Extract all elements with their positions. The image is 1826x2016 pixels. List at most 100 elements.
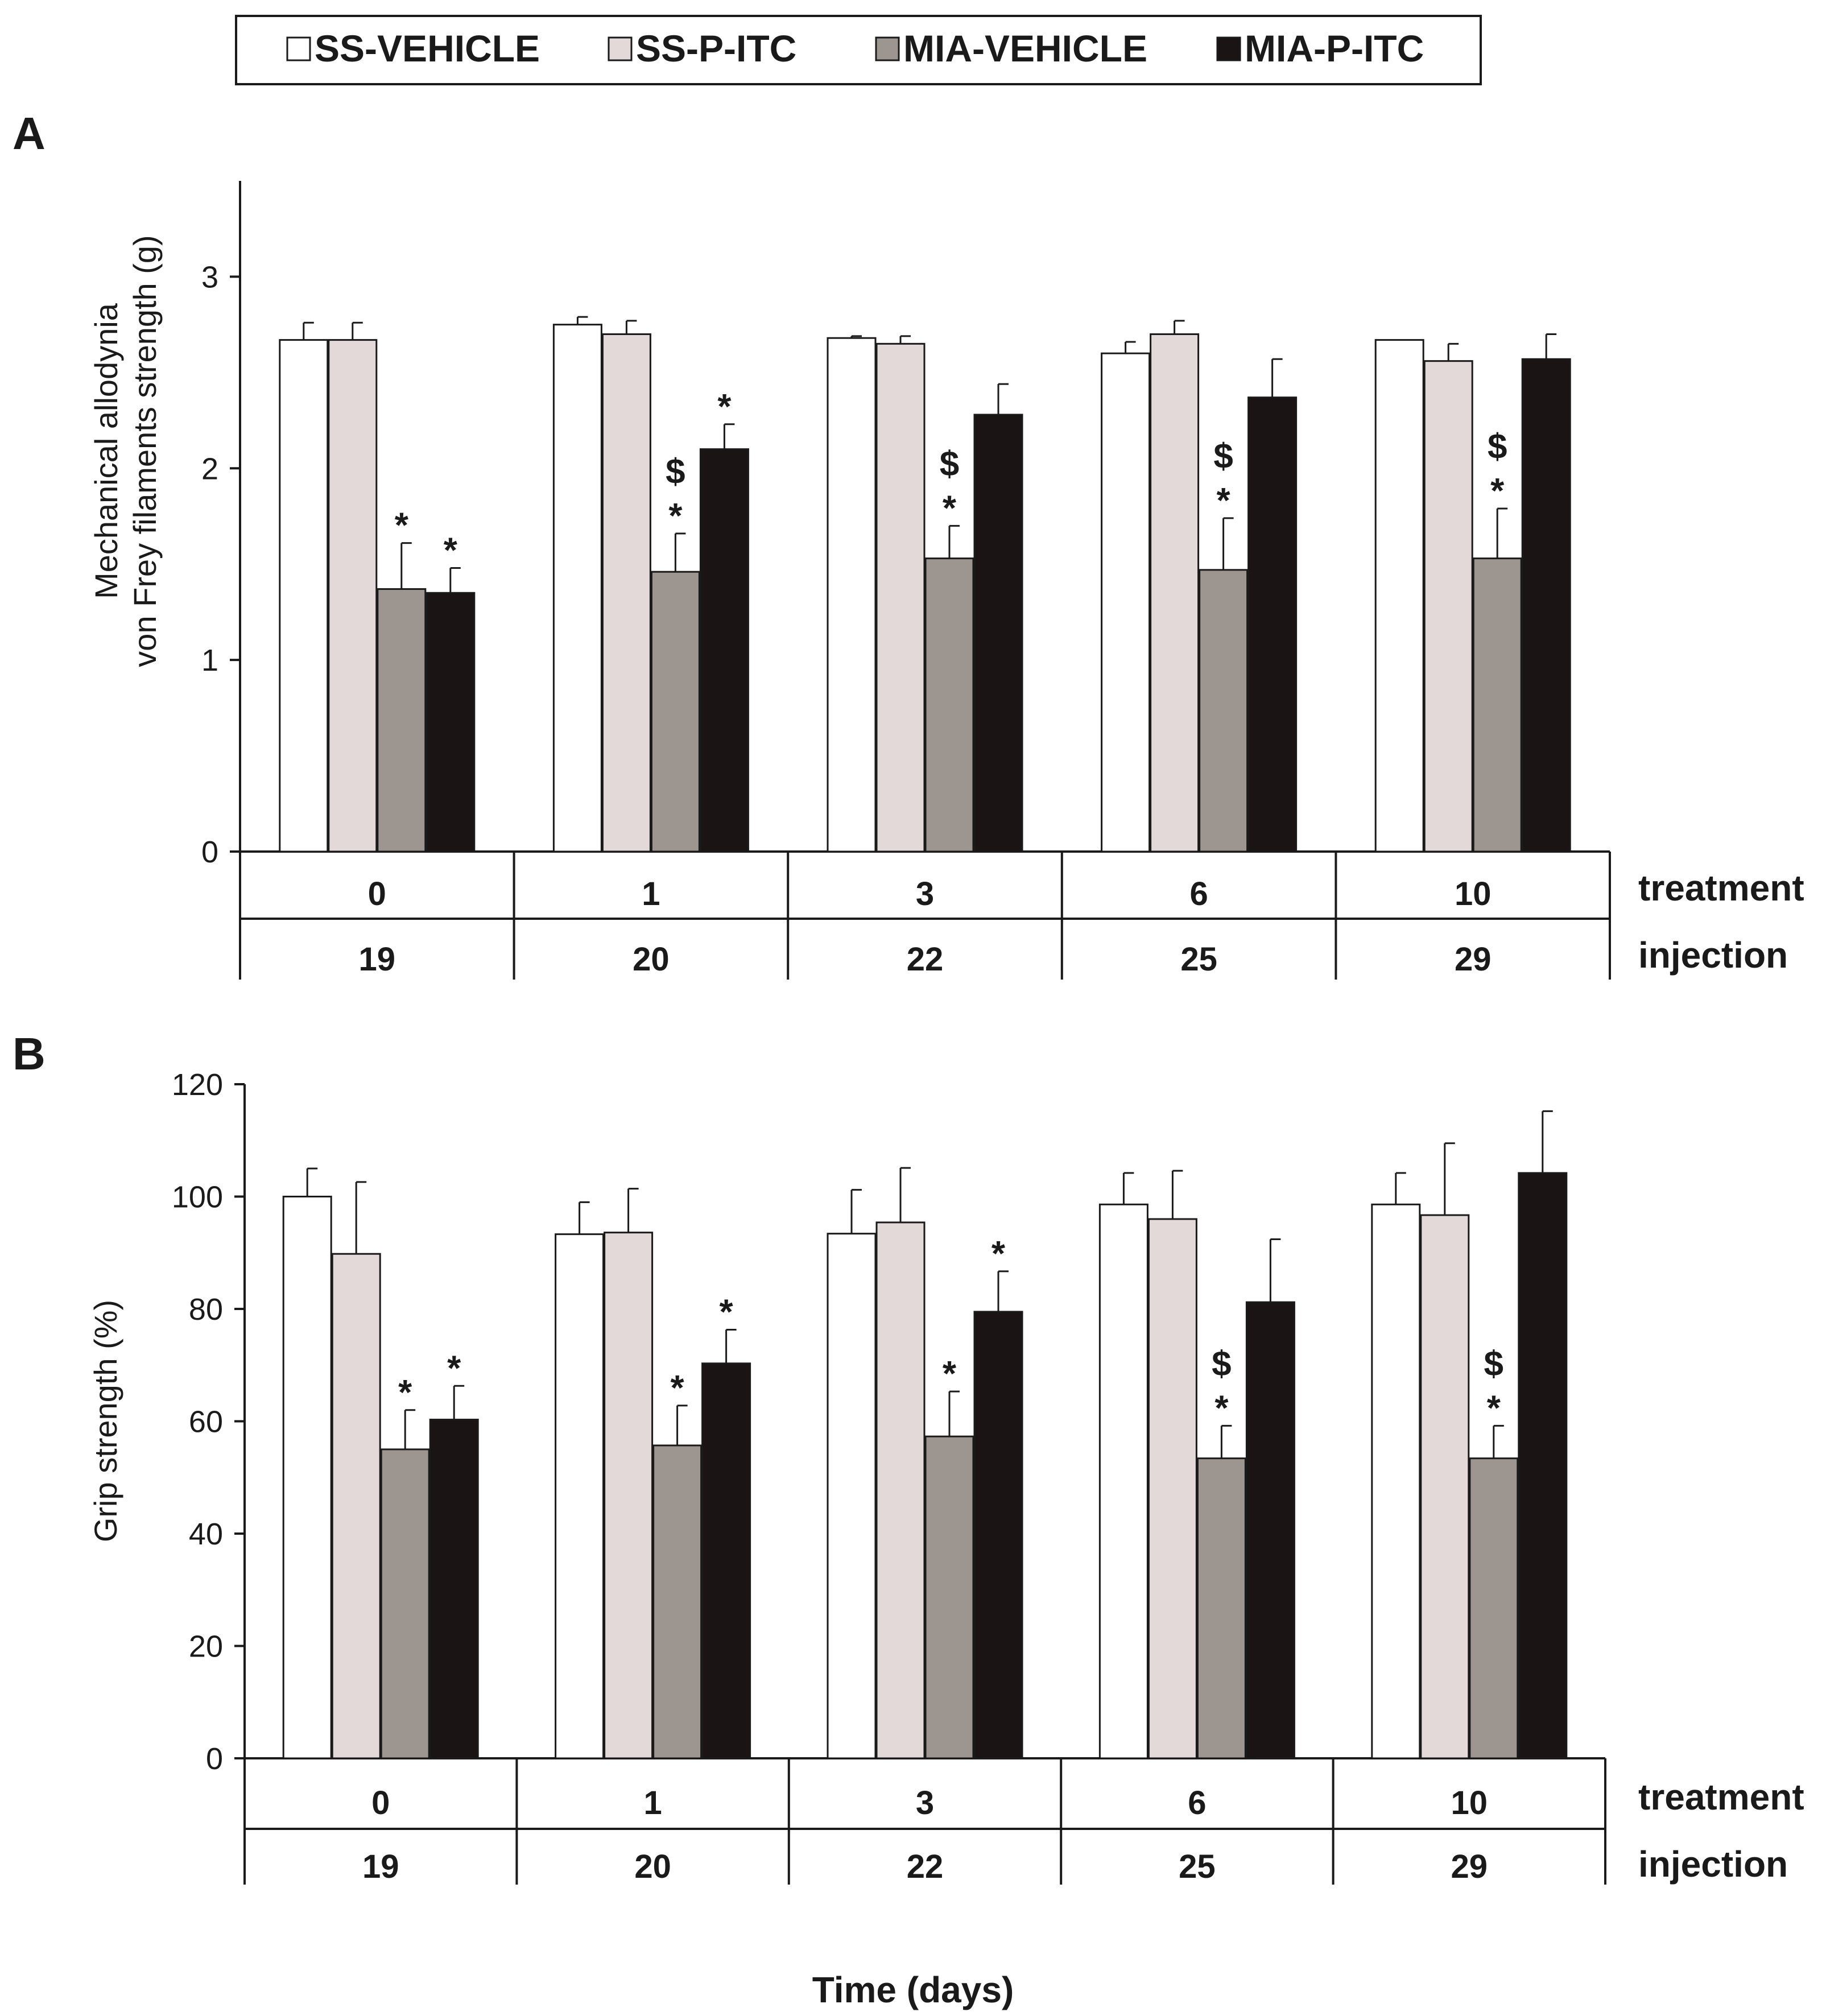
panel-b-significance-asterisk: * bbox=[720, 1293, 734, 1332]
panel-b-bar-mia-p-itc bbox=[429, 1419, 479, 1759]
panel-b-bar-mia-p-itc bbox=[973, 1311, 1023, 1759]
panel-a-bar-mia-p-itc bbox=[1521, 358, 1571, 853]
panel-b-bar-ss-p-itc bbox=[331, 1253, 381, 1759]
panel-b-injection-row-label: injection bbox=[1638, 1844, 1788, 1885]
panel-b-bar-ss-vehicle bbox=[1098, 1203, 1149, 1759]
panel-a-y-axis-title: von Frey filaments strength (g) bbox=[127, 235, 163, 667]
panel-a-y-tick-label: 1 bbox=[201, 643, 218, 677]
panel-a-treatment-row-label: treatment bbox=[1638, 867, 1804, 908]
panel-b-bar-mia-vehicle bbox=[380, 1448, 430, 1759]
legend-swatch-ss-vehicle bbox=[286, 36, 311, 61]
panel-b-treatment-row-label: treatment bbox=[1638, 1777, 1804, 1817]
legend-label-mia-p-itc: MIA-P-ITC bbox=[1245, 27, 1424, 69]
panel-a-significance-dollar: $ bbox=[666, 452, 685, 491]
panel-a-treatment-day-label: 10 bbox=[1455, 875, 1492, 912]
legend-swatch-ss-p-itc bbox=[608, 36, 633, 61]
panel-a-bar-ss-vehicle bbox=[827, 337, 877, 853]
panel-a-bar-mia-vehicle bbox=[1472, 557, 1522, 853]
panel-b-y-tick-label: 40 bbox=[189, 1517, 223, 1551]
panel-a-bar-mia-p-itc bbox=[1247, 396, 1298, 853]
panel-a-significance-asterisk: * bbox=[943, 489, 957, 528]
panel-a-bar-mia-vehicle bbox=[924, 557, 974, 853]
panel-a-significance-dollar: $ bbox=[1213, 437, 1233, 476]
panel-b-significance-asterisk: * bbox=[943, 1354, 957, 1394]
panel-a-bar-mia-vehicle bbox=[650, 571, 700, 853]
legend-swatch-mia-vehicle bbox=[875, 36, 900, 61]
panel-b-bar-ss-vehicle bbox=[1371, 1203, 1421, 1759]
x-axis-title: Time (days) bbox=[812, 1969, 1014, 2010]
panel-a-bar-ss-vehicle bbox=[1101, 352, 1151, 853]
panel-a-treatment-day-label: 6 bbox=[1189, 875, 1208, 912]
panel-b-bar-mia-p-itc bbox=[1245, 1301, 1295, 1759]
panel-b-y-tick-label: 20 bbox=[189, 1630, 223, 1664]
panel-b-bar-ss-p-itc bbox=[875, 1221, 926, 1759]
panel-b-significance-dollar: $ bbox=[1484, 1344, 1503, 1383]
panel-b-treatment-day-label: 6 bbox=[1188, 1784, 1206, 1821]
panel-b-injection-day-label: 25 bbox=[1179, 1848, 1216, 1885]
legend: SS-VEHICLE SS-P-ITC MIA-VEHICLE MIA-P-ITC bbox=[235, 15, 1482, 85]
panel-b-significance-asterisk: * bbox=[398, 1373, 412, 1412]
panel-b-bar-mia-vehicle bbox=[652, 1444, 703, 1759]
panel-a-y-tick-label: 3 bbox=[201, 260, 218, 294]
panel-b-bar-ss-p-itc bbox=[1420, 1214, 1470, 1759]
panel-a-treatment-day-label: 1 bbox=[642, 875, 660, 912]
panel-a-y-tick-label: 2 bbox=[201, 452, 218, 486]
panel-b-injection-day-label: 20 bbox=[634, 1848, 671, 1885]
panel-a-bar-mia-vehicle bbox=[1199, 569, 1249, 853]
panel-a-bar-mia-p-itc bbox=[973, 414, 1023, 853]
panel-b-bar-mia-p-itc bbox=[1518, 1172, 1568, 1759]
panel-a-significance-asterisk: * bbox=[1217, 481, 1231, 520]
panel-a-bar-mia-p-itc bbox=[425, 592, 476, 853]
panel-b-y-tick-label: 100 bbox=[172, 1180, 223, 1214]
panel-b-significance-dollar: $ bbox=[1212, 1344, 1231, 1383]
panel-b-injection-day-label: 22 bbox=[907, 1848, 944, 1885]
panel-b-bar-ss-vehicle bbox=[282, 1196, 332, 1759]
panel-a-bar-ss-p-itc bbox=[875, 342, 926, 853]
panel-b-treatment-day-label: 10 bbox=[1451, 1784, 1488, 1821]
legend-label-mia-vehicle: MIA-VEHICLE bbox=[903, 27, 1147, 69]
panel-a-significance-asterisk: * bbox=[717, 387, 732, 427]
panel-b-treatment-day-label: 1 bbox=[643, 1784, 662, 1821]
panel-a-treatment-day-label: 0 bbox=[368, 875, 386, 912]
panel-a-injection-day-label: 29 bbox=[1455, 941, 1492, 978]
panel-b-significance-asterisk: * bbox=[447, 1349, 461, 1388]
panel-b-y-tick-label: 80 bbox=[189, 1292, 223, 1327]
panel-a-chart: A 0 1 2 3 Mechanical allodynia von Frey filame… bbox=[13, 108, 1804, 980]
panel-b-bar-mia-vehicle bbox=[1196, 1457, 1246, 1759]
panel-a-injection-day-label: 25 bbox=[1180, 941, 1217, 978]
panel-a-bar-ss-p-itc bbox=[1150, 333, 1200, 853]
panel-b-significance-asterisk: * bbox=[1214, 1389, 1229, 1428]
panel-b-injection-day-label: 19 bbox=[362, 1848, 399, 1885]
panel-b-y-tick-label: 0 bbox=[206, 1742, 223, 1776]
panel-a-y-tick-label: 0 bbox=[201, 835, 218, 869]
panel-b-treatment-day-label: 3 bbox=[916, 1784, 934, 1821]
panel-a-injection-day-label: 22 bbox=[907, 941, 944, 978]
panel-a-significance-dollar: $ bbox=[1488, 427, 1507, 466]
panel-a-bar-ss-vehicle bbox=[1374, 339, 1424, 853]
panel-a-y-axis-title: Mechanical allodynia bbox=[88, 303, 124, 599]
panel-b-significance-asterisk: * bbox=[671, 1369, 685, 1408]
panel-a-bar-ss-p-itc bbox=[328, 339, 378, 853]
panel-b-y-axis-title: Grip strength (%) bbox=[88, 1300, 123, 1542]
panel-a-significance-asterisk: * bbox=[1490, 472, 1505, 511]
panel-b-significance-asterisk: * bbox=[992, 1234, 1006, 1274]
panel-b-bar-mia-vehicle bbox=[924, 1435, 974, 1759]
panel-a-bar-ss-vehicle bbox=[552, 324, 602, 853]
panel-a-injection-row-label: injection bbox=[1638, 935, 1788, 976]
panel-b-significance-asterisk: * bbox=[1487, 1389, 1501, 1428]
panel-b-bar-mia-vehicle bbox=[1469, 1457, 1519, 1759]
panel-a-letter: A bbox=[13, 108, 46, 159]
legend-label-ss-vehicle: SS-VEHICLE bbox=[315, 27, 540, 69]
panel-a-bar-ss-vehicle bbox=[279, 339, 329, 853]
panel-b-y-tick-label: 120 bbox=[172, 1068, 223, 1102]
panel-b-bar-ss-vehicle bbox=[827, 1233, 877, 1759]
legend-swatch-mia-p-itc bbox=[1216, 36, 1241, 61]
legend-box bbox=[235, 15, 1482, 85]
panel-a-bar-ss-p-itc bbox=[1423, 360, 1473, 853]
panel-b-letter: B bbox=[13, 1028, 46, 1079]
panel-a-significance-asterisk: * bbox=[395, 506, 409, 546]
panel-a-significance-dollar: $ bbox=[940, 444, 959, 484]
panel-b-bar-ss-p-itc bbox=[604, 1232, 654, 1759]
panel-a-bar-mia-p-itc bbox=[699, 448, 749, 853]
